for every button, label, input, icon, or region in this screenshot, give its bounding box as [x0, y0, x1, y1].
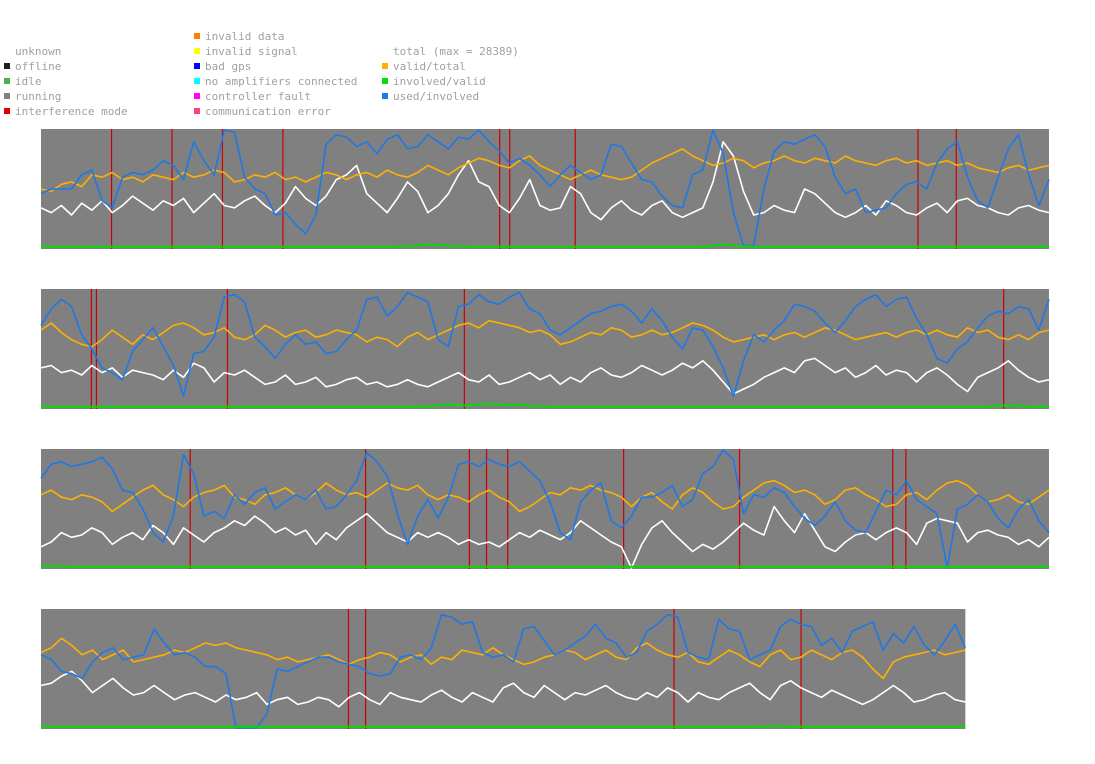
legend-swatch: [382, 63, 388, 69]
legend-running: running: [4, 89, 61, 104]
series-line-valid-total: [40, 148, 1050, 193]
series-line-used-involved: [40, 129, 1050, 247]
legend-label: offline: [15, 60, 62, 73]
series-line-valid-total: [40, 319, 1050, 348]
legend-label: controller fault: [205, 90, 311, 103]
legend-total: total (max = 28389): [382, 44, 519, 59]
legend-swatch: [4, 63, 10, 69]
strip-background: [41, 129, 1049, 249]
legend-label: involved/valid: [393, 75, 486, 88]
legend-label: no amplifiers connected: [205, 75, 358, 88]
legend-idle: idle: [4, 74, 42, 89]
legend-invalid-signal: invalid signal: [194, 44, 298, 59]
legend-swatch: [194, 108, 200, 114]
legend-label: valid/total: [393, 60, 466, 73]
legend-swatch: [194, 33, 200, 39]
legend-swatch: [194, 93, 200, 99]
legend-bad-gps: bad gps: [194, 59, 251, 74]
series-line-total: [40, 357, 1050, 395]
legend-unknown: unknown: [4, 44, 61, 59]
strip-background: [41, 609, 966, 729]
legend-no-amplifiers: no amplifiers connected: [194, 74, 357, 89]
legend-swatch: [4, 78, 10, 84]
legend-swatch: [4, 93, 10, 99]
series-line-valid-total: [40, 479, 1050, 513]
legend-swatch: [4, 108, 10, 114]
series-line-used-involved: [40, 613, 967, 729]
series-line-used-involved: [40, 449, 1050, 569]
series-line-total: [40, 141, 1050, 221]
series-line-involved-valid: [41, 724, 966, 728]
series-line-used-involved: [40, 291, 1050, 397]
strip-background: [41, 449, 1049, 569]
legend-valid-total: valid/total: [382, 59, 466, 74]
legend-swatch: [194, 63, 200, 69]
legend-swatch: [382, 93, 388, 99]
legend-swatch: [382, 78, 388, 84]
series-line-involved-valid: [41, 243, 1049, 248]
legend-label: invalid signal: [205, 45, 298, 58]
legend-swatch: [194, 78, 200, 84]
series-line-involved-valid: [40, 564, 1049, 568]
legend-label: idle: [15, 75, 42, 88]
legend-label: unknown: [15, 45, 62, 58]
legend-label: communication error: [205, 105, 331, 118]
legend-used-involved: used/involved: [382, 89, 479, 104]
series-line-total: [40, 505, 1050, 569]
legend-involved-valid: involved/valid: [382, 74, 486, 89]
legend-offline: offline: [4, 59, 61, 74]
legend-communication-error: communication error: [194, 104, 331, 119]
series-line-total: [40, 670, 966, 708]
legend-label: running: [15, 90, 62, 103]
legend-label: interference mode: [15, 105, 128, 118]
legend-interference-mode: interference mode: [4, 104, 128, 119]
strip-background: [41, 289, 1049, 409]
series-line-involved-valid: [41, 402, 1049, 408]
legend-invalid-data: invalid data: [194, 29, 284, 44]
legend-label: invalid data: [205, 30, 285, 43]
legend-label: used/involved: [393, 90, 480, 103]
legend-controller-fault: controller fault: [194, 89, 311, 104]
legend-swatch: [194, 48, 200, 54]
legend-label: bad gps: [205, 60, 252, 73]
legend-label: total (max = 28389): [393, 45, 519, 58]
